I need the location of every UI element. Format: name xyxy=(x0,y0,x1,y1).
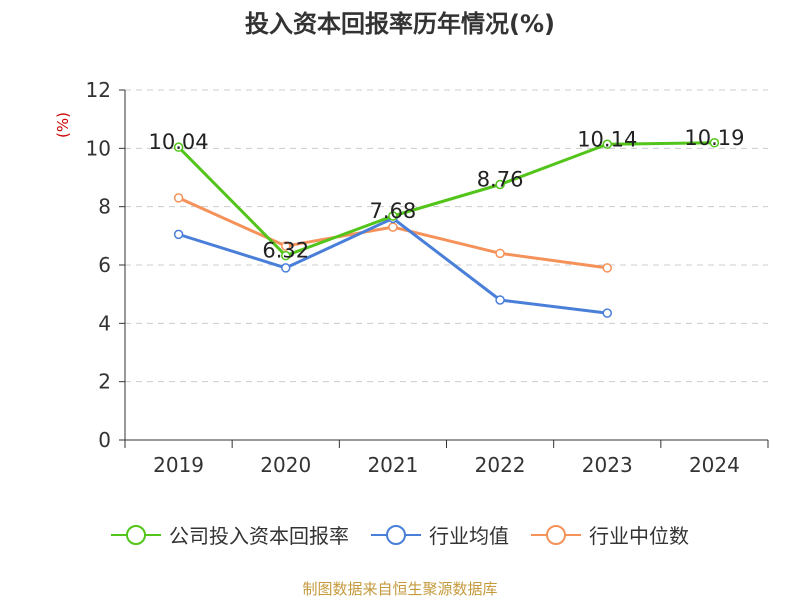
data-label: 7.68 xyxy=(370,199,417,223)
data-label: 10.04 xyxy=(149,130,209,154)
data-label: 8.76 xyxy=(477,168,524,192)
data-point xyxy=(173,193,184,203)
source-note: 制图数据来自恒生聚源数据库 xyxy=(302,580,498,598)
data-point xyxy=(173,142,184,152)
y-axis-label: (%) xyxy=(54,112,72,138)
legend-item-industry-mean[interactable]: 行业均值 xyxy=(371,520,509,549)
y-tick-label: 4 xyxy=(98,311,111,335)
x-tick-label: 2023 xyxy=(582,453,633,477)
x-tick-label: 2020 xyxy=(260,453,311,477)
legend-label: 行业均值 xyxy=(429,524,509,548)
data-point xyxy=(495,295,505,305)
legend-item-company[interactable]: 公司投入资本回报率 xyxy=(111,520,349,549)
data-point xyxy=(388,211,398,221)
data-label: 10.19 xyxy=(684,126,744,150)
x-tick-label: 2021 xyxy=(367,453,418,477)
x-tick-label: 2019 xyxy=(153,453,204,477)
legend: 公司投入资本回报率 行业均值 行业中位数 xyxy=(0,520,800,549)
y-tick-label: 12 xyxy=(86,78,111,102)
y-tick-label: 6 xyxy=(98,253,111,277)
legend-label: 公司投入资本回报率 xyxy=(169,524,349,548)
series-line xyxy=(178,216,608,315)
y-tick-label: 2 xyxy=(98,370,111,394)
data-point xyxy=(495,179,505,190)
y-tick-label: 0 xyxy=(98,428,111,452)
data-point xyxy=(281,241,291,251)
data-label: 6.32 xyxy=(262,239,309,263)
data-point xyxy=(602,263,612,273)
legend-marker-icon xyxy=(371,524,421,545)
chart-title: 投入资本回报率历年情况(%) xyxy=(245,10,555,38)
x-tick-label: 2022 xyxy=(475,453,526,477)
legend-marker-icon xyxy=(531,524,581,545)
series-line xyxy=(177,141,715,258)
data-point xyxy=(602,308,612,318)
data-point xyxy=(173,229,184,240)
data-point xyxy=(281,263,291,273)
legend-marker-icon xyxy=(111,524,161,545)
data-point xyxy=(281,250,291,261)
legend-label: 行业中位数 xyxy=(589,524,689,548)
data-point xyxy=(602,139,612,149)
data-point xyxy=(709,138,720,148)
legend-item-industry-median[interactable]: 行业中位数 xyxy=(531,520,689,549)
y-tick-label: 10 xyxy=(86,136,111,160)
y-tick-label: 8 xyxy=(98,195,111,219)
data-label: 10.14 xyxy=(577,127,637,151)
data-point xyxy=(388,222,398,232)
data-point xyxy=(495,248,505,259)
x-tick-label: 2024 xyxy=(689,453,740,477)
